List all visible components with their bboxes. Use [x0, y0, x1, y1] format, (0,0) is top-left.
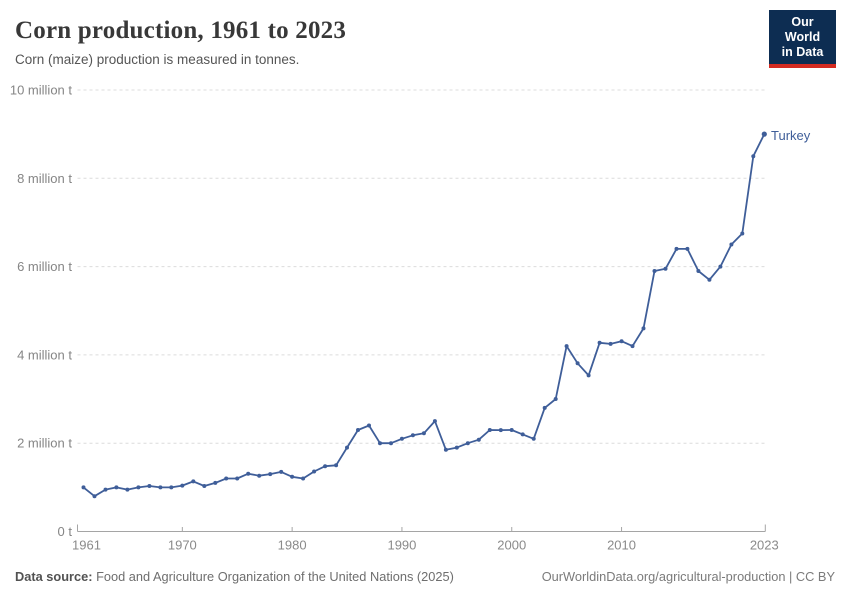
chart-subtitle: Corn (maize) production is measured in t…: [15, 52, 300, 67]
data-point-1992[interactable]: [421, 431, 426, 436]
data-point-2014[interactable]: [663, 266, 668, 271]
x-axis-tick-label: 1970: [168, 538, 197, 553]
data-point-2004[interactable]: [553, 397, 558, 401]
data-point-1986[interactable]: [356, 428, 360, 432]
owid-logo-line1: Our World: [784, 15, 821, 44]
data-point-1968[interactable]: [158, 485, 163, 490]
data-point-2018[interactable]: [707, 277, 712, 282]
data-point-1994[interactable]: [443, 447, 448, 452]
data-point-1966[interactable]: [136, 485, 141, 490]
x-axis-tick-label: 2010: [607, 538, 636, 553]
data-point-2010[interactable]: [619, 339, 624, 344]
data-point-1980[interactable]: [290, 474, 295, 479]
data-point-2006[interactable]: [575, 361, 580, 366]
data-point-1987[interactable]: [367, 423, 371, 428]
data-point-1988[interactable]: [378, 441, 382, 446]
data-point-1983[interactable]: [323, 464, 328, 469]
data-point-2015[interactable]: [674, 246, 679, 251]
data-point-2016[interactable]: [685, 246, 690, 251]
data-point-1999[interactable]: [498, 428, 503, 433]
data-point-1967[interactable]: [147, 484, 152, 488]
y-axis-tick-label: 0 t: [58, 524, 73, 539]
data-line-turkey[interactable]: [82, 133, 766, 498]
data-point-2005[interactable]: [564, 344, 569, 349]
y-axis-tick-label: 6 million t: [17, 259, 72, 274]
data-point-1970[interactable]: [180, 483, 185, 488]
data-point-2022[interactable]: [751, 154, 756, 159]
data-point-1990[interactable]: [399, 436, 404, 441]
data-point-1972[interactable]: [202, 484, 207, 488]
data-point-1974[interactable]: [224, 476, 229, 481]
data-point-2020[interactable]: [729, 242, 734, 247]
data-point-2023[interactable]: [761, 131, 767, 137]
data-point-1971[interactable]: [191, 479, 196, 484]
data-point-1984[interactable]: [334, 463, 339, 468]
data-point-1991[interactable]: [410, 433, 415, 438]
data-point-2008[interactable]: [597, 340, 602, 345]
data-source-text: Food and Agriculture Organization of the…: [92, 569, 454, 584]
data-point-1996[interactable]: [465, 441, 470, 446]
data-point-2000[interactable]: [509, 428, 514, 432]
data-point-1961[interactable]: [81, 485, 86, 490]
owid-url-link[interactable]: OurWorldinData.org/agricultural-producti…: [541, 569, 835, 584]
data-point-1981[interactable]: [301, 476, 306, 481]
data-point-2003[interactable]: [542, 405, 547, 410]
data-point-1976[interactable]: [246, 471, 251, 476]
data-point-2009[interactable]: [608, 341, 613, 346]
data-source-note: Data source: Food and Agriculture Organi…: [15, 569, 454, 584]
data-point-2001[interactable]: [520, 432, 525, 437]
data-point-1975[interactable]: [235, 476, 240, 481]
y-axis-tick-label: 10 million t: [10, 83, 73, 98]
series-label-turkey[interactable]: Turkey: [771, 128, 811, 143]
data-source-label: Data source:: [15, 569, 93, 584]
data-point-1978[interactable]: [268, 472, 273, 477]
data-point-2017[interactable]: [696, 269, 701, 273]
data-point-1998[interactable]: [487, 428, 492, 432]
data-point-1965[interactable]: [125, 487, 130, 492]
y-axis-tick-label: 4 million t: [17, 347, 72, 362]
data-point-2011[interactable]: [630, 344, 635, 349]
x-axis-tick-label: 2023: [750, 538, 779, 553]
x-axis-tick-label: 1961: [72, 538, 101, 553]
data-point-2013[interactable]: [652, 269, 657, 273]
data-point-1993[interactable]: [432, 419, 437, 424]
data-point-2002[interactable]: [531, 436, 536, 441]
owid-logo-line2: in Data: [781, 45, 824, 59]
data-point-1979[interactable]: [279, 469, 284, 474]
owid-logo[interactable]: Our World in Data: [769, 10, 836, 68]
data-point-1973[interactable]: [213, 480, 218, 485]
data-point-1989[interactable]: [389, 441, 393, 446]
data-point-1985[interactable]: [345, 445, 349, 450]
x-axis-tick-label: 2000: [497, 538, 526, 553]
x-axis-tick-label: 1990: [387, 538, 416, 553]
data-point-1969[interactable]: [169, 485, 174, 490]
data-point-1962[interactable]: [92, 494, 97, 499]
data-point-2007[interactable]: [586, 373, 591, 378]
data-point-1995[interactable]: [454, 445, 459, 450]
x-axis-tick-label: 1980: [278, 538, 307, 553]
data-point-1964[interactable]: [114, 485, 119, 490]
data-point-2012[interactable]: [641, 326, 646, 331]
data-point-1982[interactable]: [312, 469, 317, 474]
chart-footer: Data source: Food and Agriculture Organi…: [15, 569, 835, 584]
chart-title: Corn production, 1961 to 2023: [15, 17, 347, 44]
data-point-1963[interactable]: [103, 487, 108, 492]
data-point-1977[interactable]: [257, 473, 262, 478]
data-point-2021[interactable]: [740, 231, 745, 236]
data-point-1997[interactable]: [476, 437, 481, 442]
y-axis-tick-label: 2 million t: [17, 436, 72, 451]
data-point-2019[interactable]: [718, 264, 723, 269]
y-axis-tick-label: 8 million t: [17, 171, 72, 186]
